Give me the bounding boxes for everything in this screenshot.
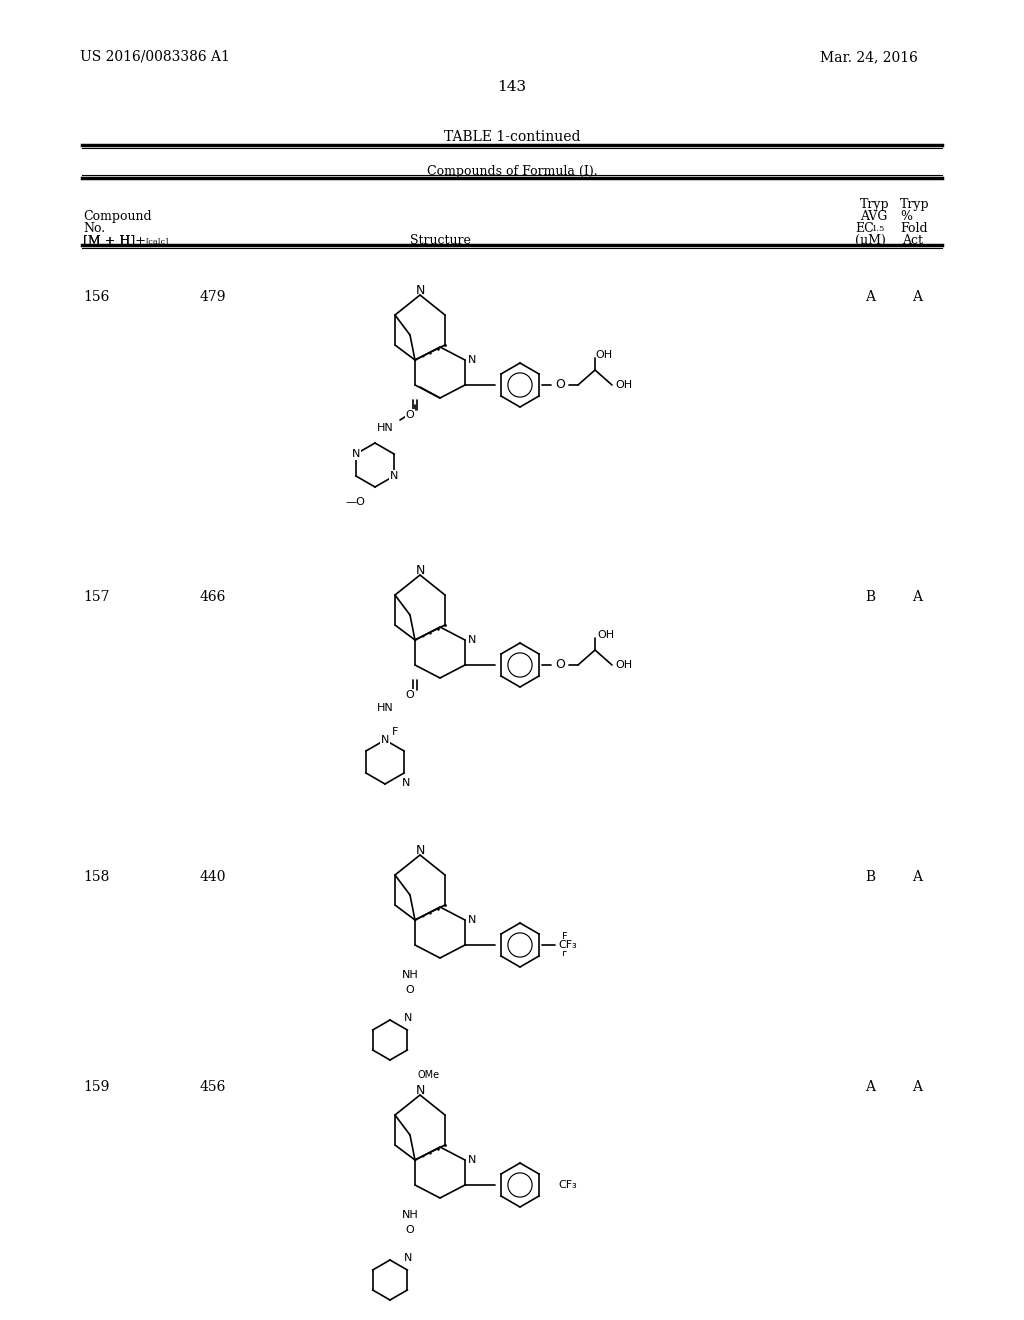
Text: A: A [912, 590, 922, 605]
Text: [M + H]+: [M + H]+ [83, 234, 145, 247]
Text: NH: NH [401, 970, 419, 979]
Text: Act: Act [902, 234, 923, 247]
Text: OMe: OMe [418, 1071, 440, 1080]
Text: CF₃: CF₃ [558, 940, 577, 950]
Text: Tryp: Tryp [900, 198, 930, 211]
Text: N: N [401, 777, 411, 788]
Text: O: O [406, 1225, 415, 1236]
Text: B: B [865, 870, 876, 884]
Text: N: N [468, 1155, 476, 1166]
Text: US 2016/0083386 A1: US 2016/0083386 A1 [80, 50, 229, 63]
Text: A: A [912, 870, 922, 884]
Text: 158: 158 [83, 870, 110, 884]
Text: Structure: Structure [410, 234, 470, 247]
Text: N: N [403, 1012, 413, 1023]
Text: N: N [416, 564, 425, 577]
Text: HN: HN [377, 704, 393, 713]
Text: 157: 157 [83, 590, 110, 605]
Text: (μM): (μM) [855, 234, 886, 247]
Text: 440: 440 [200, 870, 226, 884]
Text: AVG: AVG [860, 210, 888, 223]
Text: Tryp: Tryp [860, 198, 890, 211]
Text: O: O [555, 379, 565, 392]
Text: NH: NH [401, 1210, 419, 1220]
Text: A: A [865, 1080, 874, 1094]
Text: 143: 143 [498, 81, 526, 94]
Text: OH: OH [597, 630, 614, 640]
Text: F: F [392, 727, 398, 737]
Text: O: O [406, 690, 415, 700]
Text: 156: 156 [83, 290, 110, 304]
Text: B: B [865, 590, 876, 605]
Text: OH: OH [615, 660, 632, 671]
Text: N: N [468, 635, 476, 645]
Text: HN: HN [377, 422, 393, 433]
Text: OH: OH [615, 380, 632, 389]
Text: Mar. 24, 2016: Mar. 24, 2016 [820, 50, 918, 63]
Text: [M + H]+: [M + H]+ [83, 234, 145, 247]
Text: 1.5: 1.5 [872, 224, 886, 234]
Text: A: A [912, 1080, 922, 1094]
Text: 479: 479 [200, 290, 226, 304]
Text: Fold: Fold [900, 222, 928, 235]
Text: 159: 159 [83, 1080, 110, 1094]
Text: 456: 456 [200, 1080, 226, 1094]
Text: [calc]: [calc] [145, 238, 168, 246]
Text: EC: EC [855, 222, 873, 235]
Text: Compounds of Formula (I).: Compounds of Formula (I). [427, 165, 597, 178]
Text: A: A [912, 290, 922, 304]
Text: Compound: Compound [83, 210, 152, 223]
Text: N: N [416, 1084, 425, 1097]
Text: No.: No. [83, 222, 105, 235]
Text: N: N [403, 1253, 413, 1263]
Text: O: O [555, 659, 565, 672]
Text: N: N [416, 284, 425, 297]
Text: F: F [569, 940, 574, 950]
Text: N: N [468, 915, 476, 925]
Text: N: N [381, 735, 389, 744]
Text: TABLE 1-continued: TABLE 1-continued [443, 129, 581, 144]
Text: A: A [865, 290, 874, 304]
Text: N: N [468, 355, 476, 366]
Text: F: F [562, 948, 568, 958]
Text: —O: —O [345, 498, 365, 507]
Text: OH: OH [595, 350, 612, 360]
Text: 466: 466 [200, 590, 226, 605]
Text: F: F [562, 932, 568, 942]
Text: CF₃: CF₃ [558, 1180, 577, 1191]
Text: O: O [406, 411, 415, 420]
Text: N: N [390, 471, 398, 480]
Text: N: N [416, 843, 425, 857]
Text: %: % [900, 210, 912, 223]
Text: N: N [352, 449, 360, 459]
Text: O: O [406, 985, 415, 995]
